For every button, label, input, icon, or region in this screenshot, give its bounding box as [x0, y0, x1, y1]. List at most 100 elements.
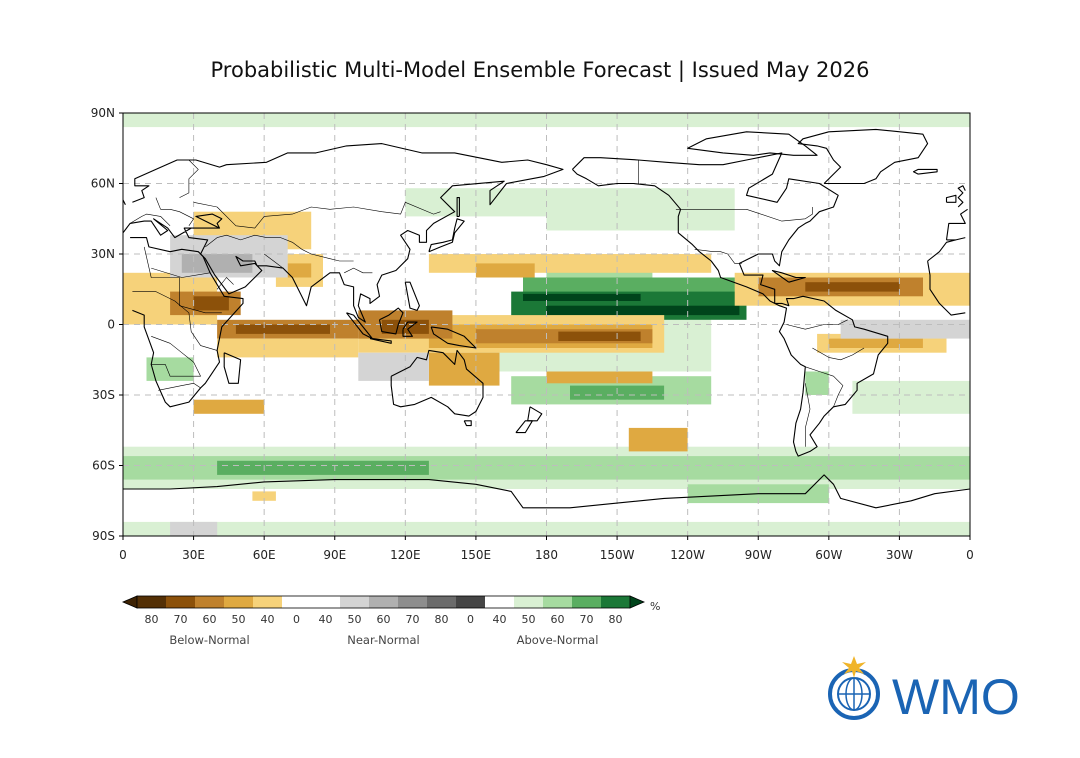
colorbar-segment [456, 596, 486, 608]
colorbar-segment [514, 596, 544, 608]
lon-tick-label: 30E [182, 548, 205, 562]
lat-tick-label: 60N [91, 177, 115, 191]
colorbar-segment [543, 596, 573, 608]
country-border [132, 291, 218, 351]
colorbar-tick-label: 70 [174, 613, 188, 626]
country-border [216, 277, 234, 290]
wmo-logo: WMO [828, 656, 1020, 725]
probability-region [252, 491, 276, 501]
colorbar-tick-label: 50 [348, 613, 362, 626]
coastline [515, 420, 533, 434]
country-border [129, 213, 171, 227]
lat-tick-label: 30S [92, 388, 115, 402]
longitude-axis: 0 30E 60E 90E 120E 150E 180 150W 120W 90W 60W 30W 0 [119, 536, 974, 562]
colorbar-tick-label: 40 [319, 613, 333, 626]
country-border [205, 234, 354, 262]
probability-region [558, 331, 641, 341]
lon-tick-label: 30W [886, 548, 913, 562]
colorbar-segment [340, 596, 370, 608]
country-border [151, 267, 211, 278]
probability-region [546, 305, 740, 316]
coastline [687, 131, 818, 156]
colorbar-tick-label: 50 [232, 613, 246, 626]
colorbar-segment [195, 596, 225, 608]
colorbar-tick-label: 80 [145, 613, 159, 626]
colorbar-extend-right [629, 595, 646, 609]
un-emblem-icon [828, 656, 880, 720]
country-border [805, 366, 844, 407]
country-border [812, 347, 865, 361]
colorbar-segment [572, 596, 602, 608]
forecast-title: Probabilistic Multi-Model Ensemble Forec… [210, 58, 870, 82]
colorbar-segment [137, 596, 167, 608]
colorbar-tick-label: 0 [293, 613, 300, 626]
lon-tick-label: 150E [461, 548, 492, 562]
probability-region [805, 282, 900, 292]
colorbar-tick-label: 80 [609, 613, 623, 626]
lat-tick-label: 60S [92, 459, 115, 473]
lon-tick-label: 150W [600, 548, 635, 562]
probability-region [358, 352, 429, 381]
coastline [428, 218, 465, 253]
latitude-axis: 90N 60N 30N 0 30S 60S 90S [91, 106, 123, 543]
colorbar-unit: % [650, 600, 660, 613]
probability-region [828, 338, 923, 348]
probability-region [217, 338, 359, 358]
colorbar-tick-label: 0 [467, 613, 474, 626]
colorbar-segment [369, 596, 399, 608]
country-border [155, 197, 194, 226]
country-border [193, 202, 441, 229]
lat-tick-label: 30N [91, 247, 115, 261]
country-border [179, 159, 199, 198]
country-border [158, 383, 201, 391]
probability-region [852, 380, 970, 414]
colorbar-segment [224, 596, 254, 608]
colorbar-tick-label: 40 [493, 613, 507, 626]
probability-region [428, 352, 500, 386]
colorbar-category-label: Below-Normal [169, 633, 249, 647]
coastline [456, 197, 460, 217]
colorbar-segment [398, 596, 428, 608]
country-border [264, 253, 284, 269]
coastline [369, 338, 392, 344]
coastline [430, 326, 477, 349]
country-border [143, 246, 222, 314]
country-border [805, 383, 811, 447]
coastline [912, 168, 938, 175]
colorbar-segment [166, 596, 196, 608]
probability-region [170, 521, 218, 536]
wmo-logo-text: WMO [892, 669, 1020, 725]
country-borders [129, 159, 865, 447]
lat-tick-label: 90N [91, 106, 115, 120]
lon-tick-label: 60E [253, 548, 276, 562]
lon-tick-label: 0 [966, 548, 974, 562]
country-border [786, 319, 848, 330]
colorbar-segment [253, 596, 283, 608]
coastline [378, 307, 404, 335]
probability-region [287, 263, 312, 278]
colorbar-tick-label: 60 [377, 613, 391, 626]
colorbar-segment [485, 596, 515, 608]
probability-region [546, 371, 653, 384]
probability-region [235, 324, 330, 334]
colorbar-tick-label: 40 [261, 613, 275, 626]
lon-tick-label: 120E [390, 548, 421, 562]
coastline [404, 281, 420, 311]
lat-tick-label: 90S [92, 529, 115, 543]
lat-tick-label: 0 [107, 318, 115, 332]
probability-region [523, 293, 641, 301]
lon-tick-label: 0 [119, 548, 127, 562]
colorbar-category-label: Near-Normal [347, 633, 419, 647]
lon-tick-label: 60W [815, 548, 842, 562]
lon-tick-label: 90W [745, 548, 772, 562]
colorbar-tick-label: 50 [522, 613, 536, 626]
colorbar-tick-label: 70 [406, 613, 420, 626]
colorbar-outline [136, 595, 631, 609]
colorbar-segment [311, 596, 341, 608]
lon-tick-label: 90E [323, 548, 346, 562]
country-border [344, 267, 373, 274]
coastline [122, 143, 968, 323]
country-border [151, 336, 201, 377]
coastline [223, 352, 242, 384]
